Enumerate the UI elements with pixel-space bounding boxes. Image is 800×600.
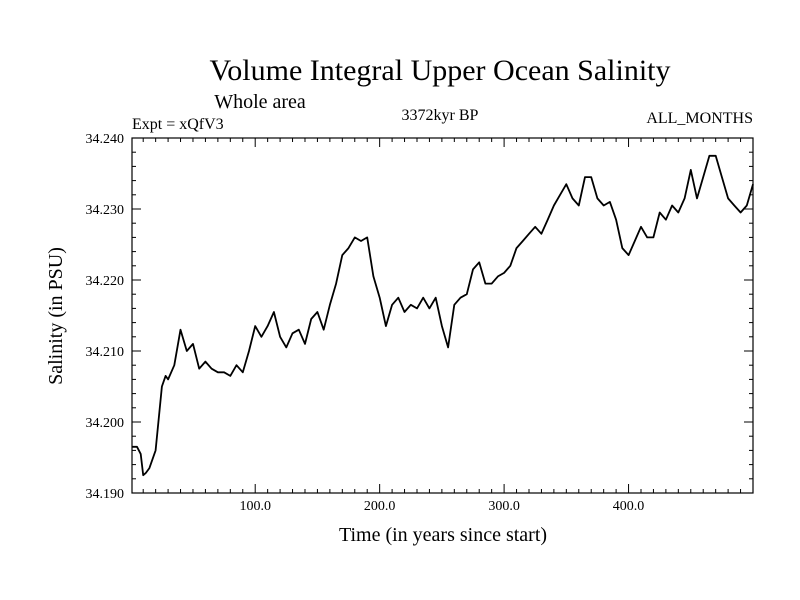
x-tick-label: 200.0	[364, 499, 396, 514]
date-label: 3372kyr BP	[402, 107, 479, 124]
series-line-salinity	[132, 154, 754, 477]
y-tick-label: 34.200	[86, 416, 125, 431]
months-label: ALL_MONTHS	[646, 110, 753, 127]
x-tick-label: 400.0	[613, 499, 645, 514]
y-tick-label: 34.190	[86, 487, 125, 502]
y-tick-label: 34.230	[86, 203, 125, 218]
plot-frame	[131, 137, 754, 494]
y-tick-label: 34.240	[86, 132, 125, 147]
chart-subtitle: Whole area	[214, 91, 306, 113]
y-axis-label: Salinity (in PSU)	[45, 247, 67, 385]
x-tick-label: 100.0	[239, 499, 271, 514]
experiment-label: Expt = xQfV3	[132, 116, 224, 133]
chart-title: Volume Integral Upper Ocean Salinity	[210, 54, 671, 87]
x-axis-label: Time (in years since start)	[339, 524, 547, 546]
x-tick-label: 300.0	[488, 499, 520, 514]
y-tick-label: 34.220	[86, 274, 125, 289]
y-tick-label: 34.210	[86, 345, 125, 360]
